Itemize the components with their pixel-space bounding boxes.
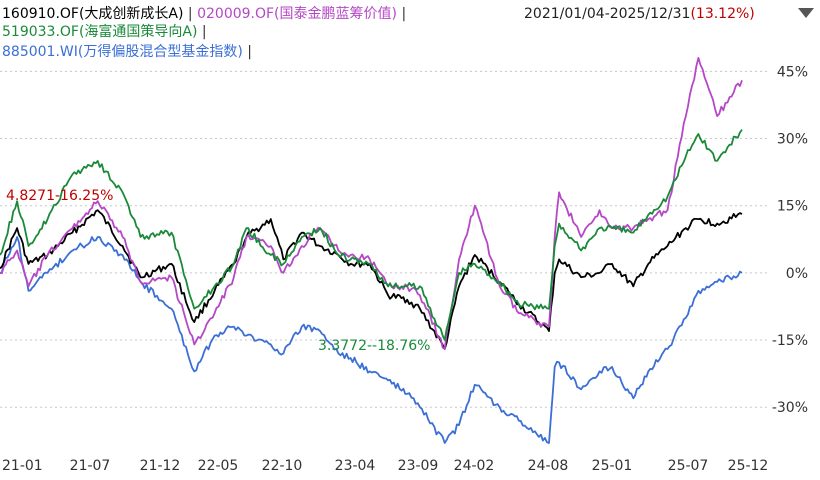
x-tick-label: 25-07 — [668, 458, 709, 474]
x-tick-label: 22-10 — [262, 458, 303, 474]
range-close-paren: ) — [749, 6, 755, 22]
max-annotation: 4.8271-16.25% — [6, 188, 113, 204]
legend-separator: | — [247, 44, 252, 60]
series-line — [0, 129, 743, 341]
series-line — [0, 57, 743, 350]
annotations: 4.8271-16.25% 3.3772--18.76% — [6, 188, 430, 354]
x-tick-label: 25-01 — [592, 458, 633, 474]
date-range[interactable]: 2021/01/04-2025/12/31(13.12%) — [524, 5, 755, 23]
legend-item-020009[interactable]: 020009.OF(国泰金鹏蓝筹价值) — [197, 6, 397, 22]
series-lines — [0, 57, 743, 444]
date-range-text: 2021/01/04-2025/12/31 — [524, 6, 691, 22]
legend-separator: | — [187, 6, 193, 22]
x-tick-label: 21-12 — [140, 458, 181, 474]
legend-separator: | — [401, 6, 407, 22]
legend-item-885001[interactable]: 885001.WI(万得偏股混合型基金指数) — [2, 44, 243, 60]
legend-separator: | — [201, 24, 207, 40]
y-tick-label: 15% — [777, 199, 808, 215]
x-tick-label: 21-01 — [2, 458, 43, 474]
y-tick-label: -30% — [772, 400, 808, 416]
y-tick-label: 45% — [777, 64, 808, 80]
x-axis: 21-01 21-07 21-12 22-05 22-10 23-04 23-09 24-02… — [2, 458, 768, 474]
legend-item-519033[interactable]: 519033.OF(海富通国策导向A) — [2, 24, 198, 40]
legend-row-3: 885001.WI(万得偏股混合型基金指数) | — [2, 43, 252, 61]
x-tick-label: 24-08 — [528, 458, 569, 474]
x-tick-label: 24-02 — [454, 458, 495, 474]
legend-item-160910[interactable]: 160910.OF(大成创新成长A) — [2, 6, 184, 22]
range-open-paren: ( — [690, 6, 696, 22]
x-tick-label: 25-12 — [728, 458, 769, 474]
range-return: 13.12% — [695, 6, 750, 22]
x-tick-label: 23-04 — [335, 458, 376, 474]
series-line — [0, 209, 743, 350]
series-line — [0, 236, 743, 444]
min-annotation: 3.3772--18.76% — [318, 338, 430, 354]
x-tick-label: 22-05 — [198, 458, 239, 474]
legend-row-2: 519033.OF(海富通国策导向A) | — [2, 23, 207, 41]
chevron-down-icon[interactable] — [798, 8, 814, 18]
x-tick-label: 21-07 — [70, 458, 111, 474]
y-tick-label: -15% — [772, 333, 808, 349]
y-tick-label: 30% — [777, 132, 808, 148]
y-tick-label: 0% — [786, 266, 808, 282]
legend-row-1: 160910.OF(大成创新成长A) | 020009.OF(国泰金鹏蓝筹价值)… — [2, 5, 406, 23]
y-axis: 45% 30% 15% 0% -15% -30% — [772, 64, 808, 416]
grid — [0, 70, 770, 408]
x-tick-label: 23-09 — [398, 458, 439, 474]
